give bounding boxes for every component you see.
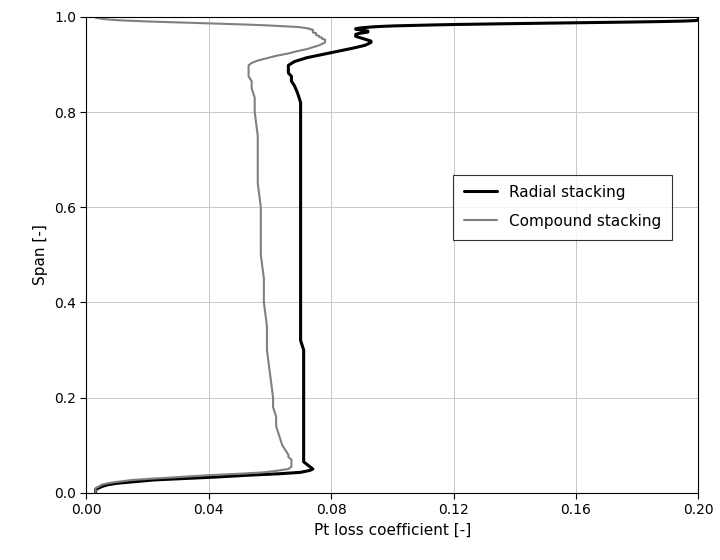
Line: Compound stacking: Compound stacking (96, 17, 325, 493)
Compound stacking (146, 18, 155, 25)
Compound stacking (269, 394, 277, 401)
Legend: Radial stacking, Compound stacking: Radial stacking, Compound stacking (453, 175, 672, 240)
Compound stacking (177, 19, 186, 26)
Y-axis label: Span [-]: Span [-] (33, 225, 48, 285)
X-axis label: Pt loss coefficient [-]: Pt loss coefficient [-] (314, 523, 471, 538)
Radial stacking (297, 204, 305, 211)
Compound stacking (91, 13, 100, 20)
Radial stacking (91, 489, 100, 496)
Radial stacking (300, 456, 308, 463)
Compound stacking (91, 489, 100, 496)
Compound stacking (112, 17, 121, 24)
Radial stacking (364, 28, 372, 35)
Radial stacking (297, 299, 305, 306)
Line: Radial stacking: Radial stacking (96, 17, 698, 493)
Radial stacking (297, 328, 305, 334)
Compound stacking (134, 18, 143, 25)
Radial stacking (694, 13, 703, 20)
Radial stacking (312, 53, 320, 59)
Compound stacking (321, 39, 330, 46)
